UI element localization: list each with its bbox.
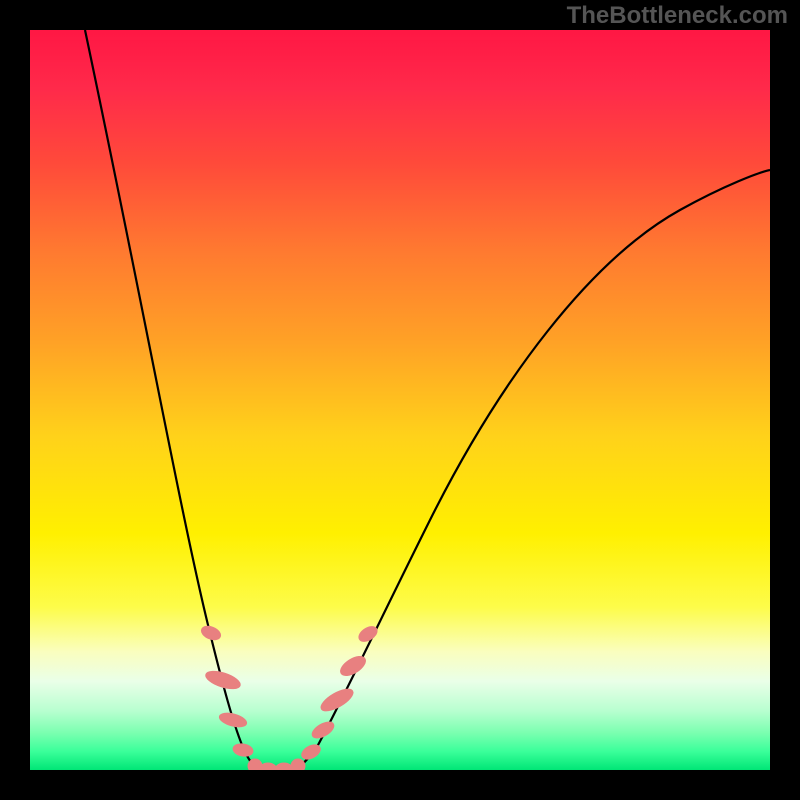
curve-marker: [275, 763, 293, 770]
curve-marker: [291, 759, 305, 770]
curve-layer: [30, 30, 770, 770]
curve-marker: [204, 668, 243, 692]
right-curve: [275, 170, 770, 770]
curve-marker: [232, 742, 254, 757]
watermark-text: TheBottleneck.com: [567, 2, 788, 30]
curve-marker: [218, 711, 248, 730]
plot-area: [30, 30, 770, 770]
chart-container: TheBottleneck.com: [0, 0, 800, 800]
left-curve: [85, 30, 275, 770]
curve-marker: [199, 624, 222, 643]
